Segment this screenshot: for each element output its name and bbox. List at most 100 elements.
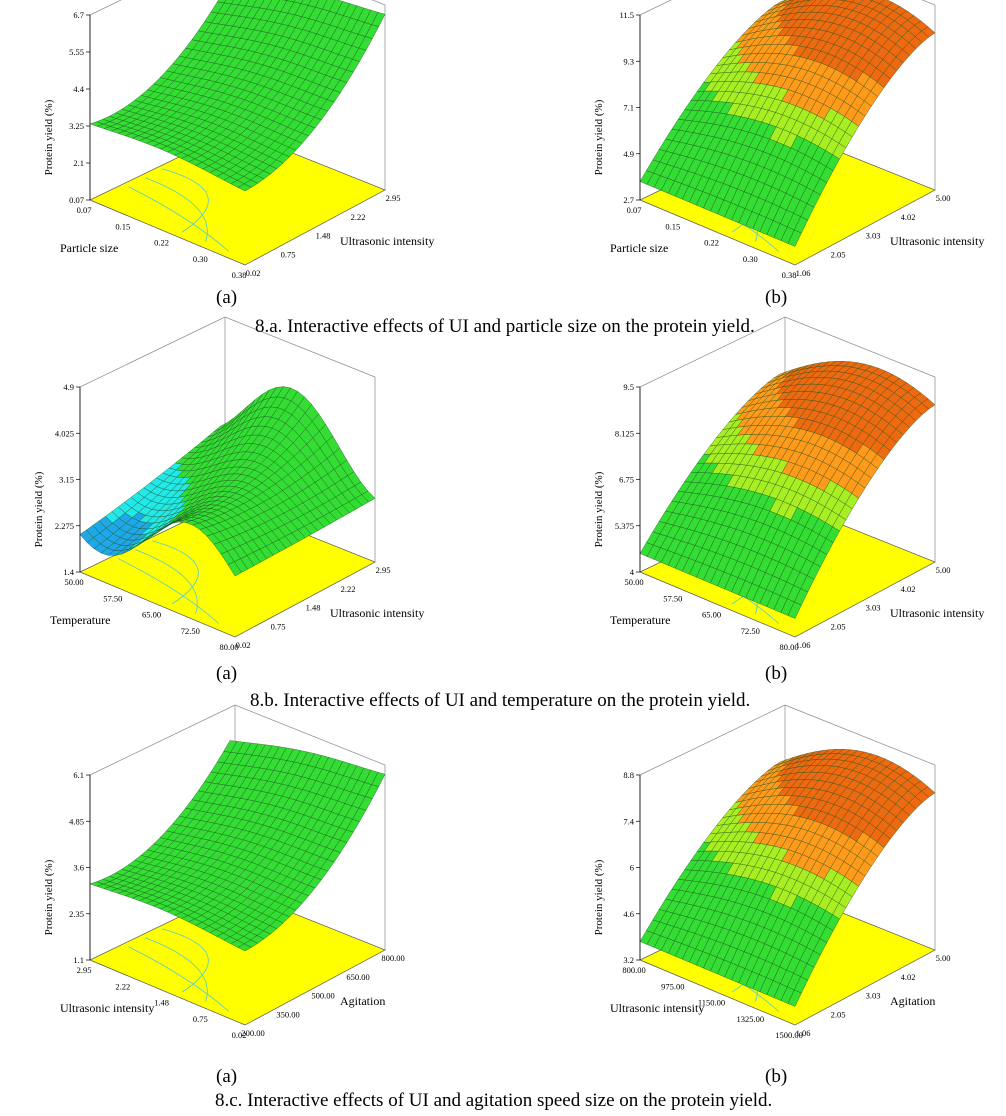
chart-8a-b: 11.5 9.3 7.1 4.9 2.7 Protein yield (%) 0.07 0.1… — [560, 0, 984, 300]
z-tick-label: 7.4 — [623, 816, 634, 826]
floor-contour — [128, 946, 230, 1012]
y-tick-label: 5.00 — [936, 953, 951, 963]
x-tick-label: 1.48 — [154, 998, 169, 1008]
x-tick-label: 80.00 — [779, 642, 798, 652]
z-tick-label: 1.4 — [63, 567, 74, 577]
x-axis-label: Particle size — [610, 241, 668, 255]
chart-8a-a: 6.7 5.55 4.4 3.25 2.1 0.07 Protein yield (%) 0.… — [10, 0, 434, 300]
x-tick-label: 0.22 — [154, 238, 169, 248]
x-tick-label: 65.00 — [702, 610, 721, 620]
z-tick-label: 7.1 — [623, 103, 634, 113]
response-surface — [639, 0, 936, 247]
y-tick-label: 4.02 — [901, 584, 916, 594]
sublabel-8b-a: (a) — [216, 663, 238, 684]
x-tick-label: 72.50 — [181, 626, 200, 636]
chart-8a-b-svg: 11.5 9.3 7.1 4.9 2.7 Protein yield (%) 0.07 0.1… — [593, 0, 984, 280]
y-tick-label: 2.95 — [376, 565, 391, 575]
y-tick-label: 2.95 — [386, 193, 401, 203]
surface-cell — [787, 229, 802, 247]
surface-cell — [237, 943, 252, 952]
y-axis-label: Agitation — [340, 994, 385, 1008]
z-tick-label: 2.275 — [55, 521, 74, 531]
y-tick-label: 3.03 — [866, 231, 881, 241]
z-axis-label: Protein yield (%) — [33, 471, 45, 547]
y-tick-label: 500.00 — [311, 991, 334, 1001]
z-tick-label: 2.35 — [69, 909, 84, 919]
z-axis-label: Protein yield (%) — [593, 99, 605, 175]
y-tick-label: 2.05 — [831, 621, 846, 631]
y-tick-label: 4.02 — [901, 212, 916, 222]
chart-8c-a: 6.1 4.85 3.6 2.35 1.1 Protein yield (%) 2.95 2.… — [10, 704, 410, 1060]
z-tick-label: 6.1 — [73, 770, 84, 780]
floor-contour — [128, 186, 230, 252]
y-tick-label: 1.06 — [796, 640, 811, 650]
x-tick-label: 0.02 — [232, 1030, 247, 1040]
z-tick-label: 3.6 — [73, 863, 84, 873]
floor-contour — [118, 558, 220, 624]
z-tick-label: 3.15 — [59, 475, 74, 485]
sublabel-8c-a: (a) — [216, 1066, 238, 1087]
z-tick-label: 4.85 — [69, 816, 84, 826]
z-axis-label: Protein yield (%) — [593, 471, 605, 547]
x-tick-label: 975.00 — [661, 981, 684, 991]
z-tick-label: 6.7 — [73, 10, 84, 20]
x-tick-label: 0.38 — [232, 270, 247, 280]
y-tick-label: 3.03 — [866, 603, 881, 613]
z-tick-label: 5.375 — [615, 521, 634, 531]
response-surface — [89, 740, 386, 952]
y-tick-label: 0.75 — [271, 621, 286, 631]
sublabel-8b-b: (b) — [765, 663, 788, 684]
x-tick-label: 0.22 — [704, 238, 719, 248]
x-tick-label: 0.07 — [627, 205, 642, 215]
y-axis-label: Ultrasonic intensity — [890, 234, 984, 248]
y-axis-label: Ultrasonic intensity — [890, 606, 984, 620]
x-tick-label: 0.15 — [665, 221, 680, 231]
y-axis-label: Ultrasonic intensity — [340, 234, 434, 248]
y-tick-label: 2.22 — [351, 212, 366, 222]
y-tick-label: 1.48 — [306, 603, 321, 613]
chart-8b-b-svg: 9.5 8.125 6.75 5.375 4 Protein yield (%) 50.00… — [593, 316, 984, 652]
sublabel-8a-b: (b) — [765, 287, 788, 308]
y-tick-label: 0.02 — [236, 640, 251, 650]
z-tick-label: 9.5 — [623, 382, 634, 392]
z-tick-label: 4 — [630, 567, 635, 577]
chart-8b-b: 9.5 8.125 6.75 5.375 4 Protein yield (%) 50.00… — [560, 316, 984, 672]
response-surface — [639, 749, 936, 1007]
y-tick-label: 0.02 — [246, 268, 261, 278]
z-tick-label: 4.9 — [623, 149, 634, 159]
floor-contour — [145, 177, 208, 242]
chart-8a-a-svg: 6.7 5.55 4.4 3.25 2.1 0.07 Protein yield (%) 0.… — [43, 0, 434, 280]
z-tick-label: 4.025 — [55, 428, 74, 438]
response-surface — [639, 361, 936, 619]
y-tick-label: 2.05 — [831, 1009, 846, 1019]
z-tick-label: 8.8 — [623, 770, 634, 780]
y-tick-label: 1.06 — [796, 268, 811, 278]
x-tick-label: 1150.00 — [698, 998, 725, 1008]
x-tick-label: 0.38 — [782, 270, 797, 280]
chart-8c-a-svg: 6.1 4.85 3.6 2.35 1.1 Protein yield (%) 2.95 2.… — [43, 704, 405, 1040]
x-tick-label: 0.30 — [743, 254, 758, 264]
y-tick-label: 2.22 — [341, 584, 356, 594]
floor-contour — [162, 168, 209, 233]
y-axis-label: Ultrasonic intensity — [330, 606, 424, 620]
sublabel-8c-b: (b) — [765, 1066, 788, 1087]
x-axis-label: Temperature — [50, 613, 110, 627]
z-tick-label: 8.125 — [615, 428, 634, 438]
surface-cell — [787, 989, 802, 1007]
x-axis-label: Particle size — [60, 241, 118, 255]
surface-cell — [237, 183, 252, 192]
y-tick-label: 5.00 — [936, 193, 951, 203]
x-tick-label: 57.50 — [103, 593, 122, 603]
y-tick-label: 0.75 — [281, 249, 296, 259]
z-axis-label: Protein yield (%) — [43, 859, 55, 935]
y-tick-label: 350.00 — [276, 1009, 299, 1019]
x-tick-label: 1500.00 — [775, 1030, 803, 1040]
y-tick-label: 200.00 — [241, 1028, 264, 1038]
sublabel-8a-a: (a) — [216, 287, 238, 308]
caption-8c: 8.c. Interactive effects of UI and agita… — [215, 1090, 773, 1111]
x-tick-label: 80.00 — [219, 642, 238, 652]
z-tick-label: 5.55 — [69, 47, 84, 57]
z-tick-label: 3.2 — [623, 955, 634, 965]
x-tick-label: 50.00 — [64, 577, 83, 587]
y-tick-label: 3.03 — [866, 991, 881, 1001]
